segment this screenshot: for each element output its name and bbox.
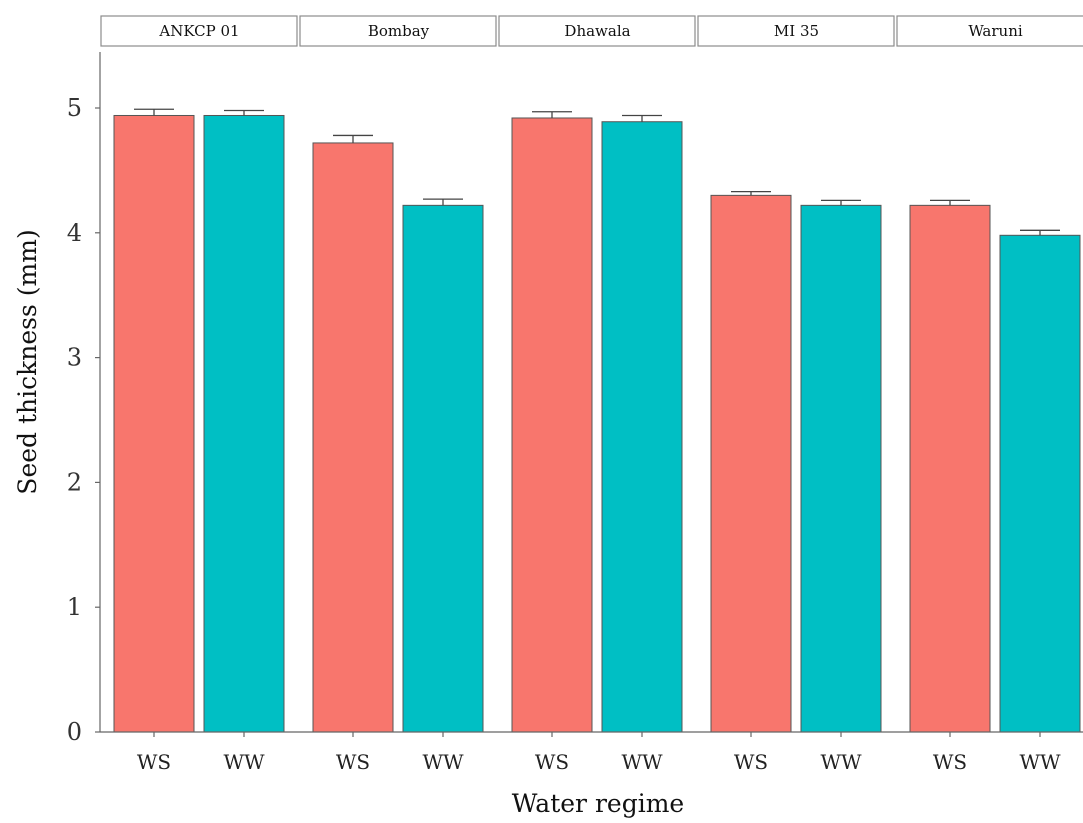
- facet-strip-label: ANKCP 01: [158, 22, 239, 40]
- bar: [312, 142, 394, 733]
- facet-strip: [498, 15, 696, 47]
- bar: [999, 234, 1081, 733]
- x-axis-title: Water regime: [512, 789, 684, 818]
- x-tick-label: WW: [422, 750, 464, 774]
- facet-strip-label: Dhawala: [564, 22, 630, 40]
- y-tick-label: 0: [67, 718, 82, 746]
- y-tick-label: 4: [67, 219, 82, 247]
- x-tick-label: WS: [734, 750, 768, 774]
- x-tick-label: WW: [1019, 750, 1061, 774]
- bar: [113, 114, 195, 733]
- x-tick-label: WS: [137, 750, 171, 774]
- y-axis-title: Seed thickness (mm): [13, 229, 42, 494]
- facet-strip: [697, 15, 895, 47]
- facet-strip: [896, 15, 1083, 47]
- bar: [710, 194, 792, 733]
- bar: [511, 117, 593, 733]
- y-tick-label: 2: [67, 468, 82, 496]
- x-tick-label: WW: [223, 750, 265, 774]
- bar: [601, 121, 683, 733]
- x-tick-label: WS: [933, 750, 967, 774]
- bar: [402, 204, 484, 733]
- facet-strip-label: MI 35: [774, 22, 819, 40]
- bar: [909, 204, 991, 733]
- x-tick-label: WS: [336, 750, 370, 774]
- facet-strip-label: Bombay: [368, 22, 430, 40]
- x-tick-label: WW: [621, 750, 663, 774]
- facet-strip-label: Waruni: [968, 22, 1023, 40]
- facet-strip: [100, 15, 298, 47]
- bar: [203, 114, 285, 733]
- y-tick-label: 5: [67, 94, 82, 122]
- y-axis: 0 1 2 3 4 5: [67, 52, 101, 746]
- facet-strip: [299, 15, 497, 47]
- y-tick-label: 1: [67, 593, 82, 621]
- x-tick-label: WS: [535, 750, 569, 774]
- bar: [800, 204, 882, 733]
- facet-strips: ANKCP 01 Bombay Dhawala MI 35 Waruni: [100, 15, 1083, 47]
- y-tick-label: 3: [67, 344, 82, 372]
- x-axis: WS WW WS WW WS WW WS WW WS WW: [100, 731, 1083, 774]
- bars: [113, 108, 1081, 733]
- x-tick-label: WW: [820, 750, 862, 774]
